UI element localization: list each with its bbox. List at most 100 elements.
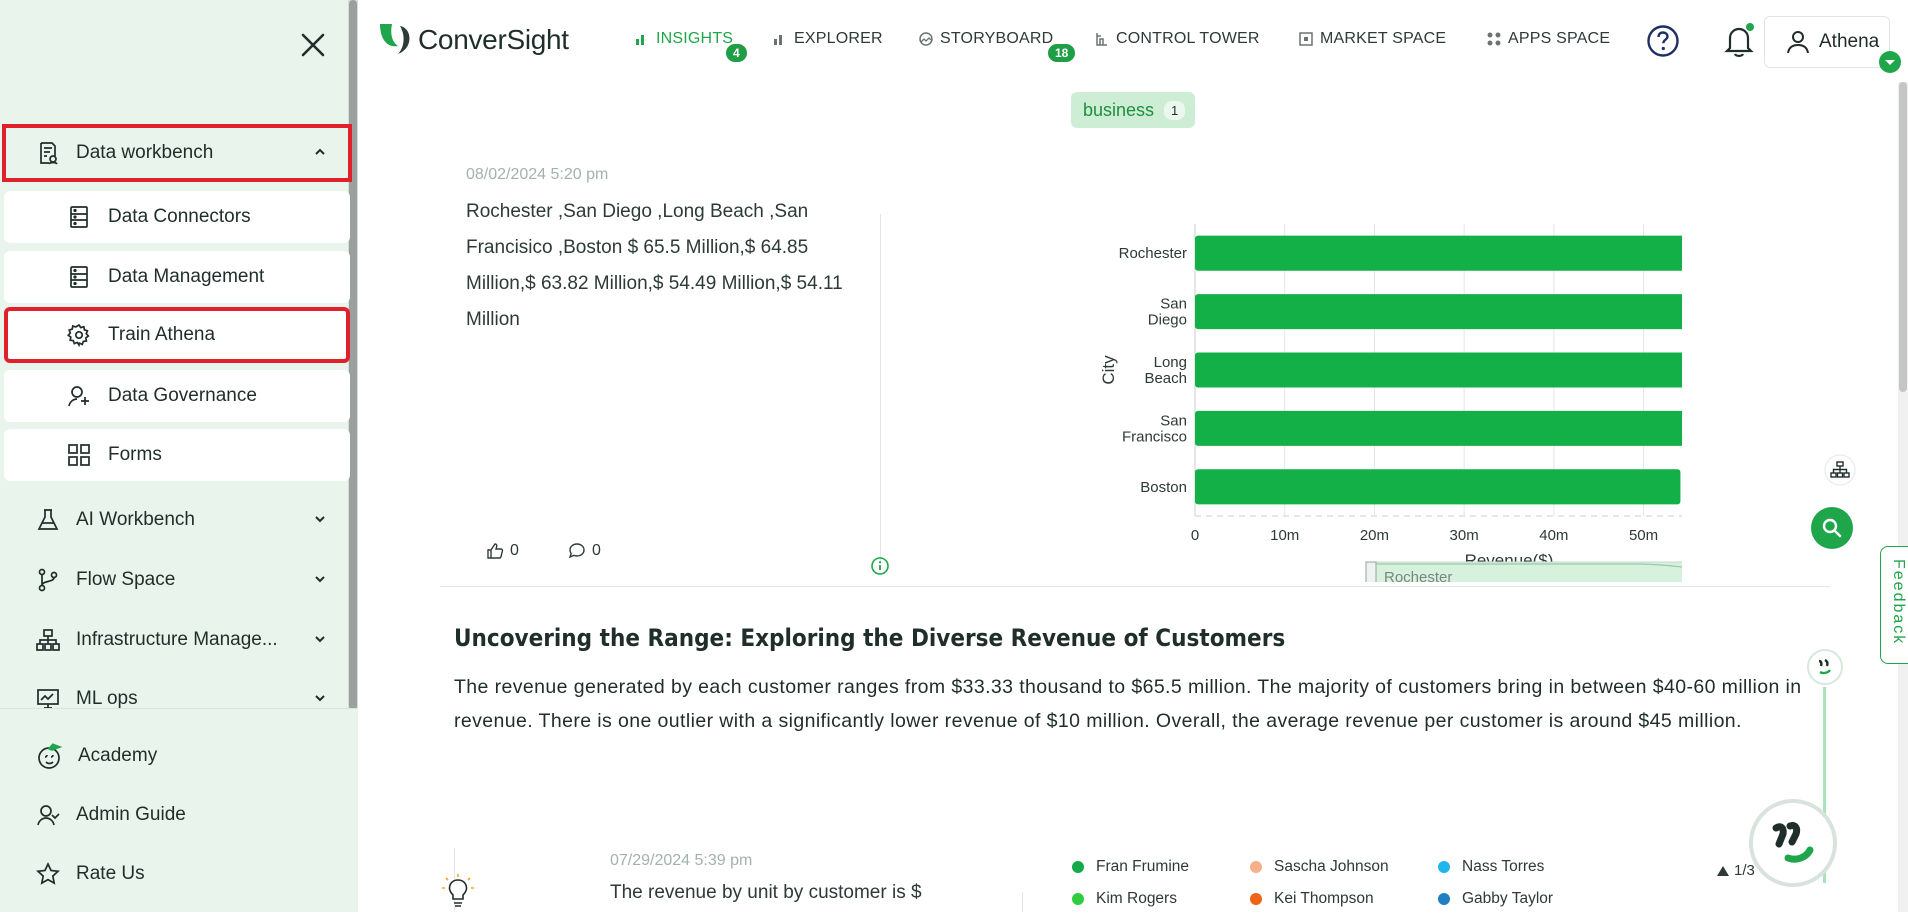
sidebar-subitem-forms[interactable]: Forms	[4, 429, 350, 481]
sidebar-item-label: Admin Guide	[76, 804, 186, 825]
tab-insights[interactable]: INSIGHTS	[634, 30, 733, 48]
legend-label: Sascha Johnson	[1274, 858, 1389, 875]
sidebar-item-label: Flow Space	[76, 569, 176, 590]
sidebar-item-flow-space[interactable]: Flow Space	[2, 551, 352, 609]
sidebar-scrollbar[interactable]	[348, 0, 358, 912]
y-tick-label: San	[1160, 296, 1187, 313]
user-icon	[1787, 31, 1809, 54]
sidebar-item-rate-us[interactable]: Rate Us	[2, 845, 352, 903]
revenue-by-city-chart: 010m20m30m40m50m60m70mRochesterSanDiegoL…	[1099, 224, 1682, 582]
tab-label: APPS SPACE	[1508, 30, 1611, 47]
assistant-mini-icon[interactable]	[1805, 647, 1845, 687]
lightbulb-icon	[442, 874, 474, 907]
gear-icon	[66, 322, 92, 348]
insight-timestamp: 07/29/2024 5:39 pm	[610, 852, 753, 869]
legend-swatch	[1072, 893, 1084, 905]
sidebar-item-admin-guide[interactable]: Admin Guide	[2, 786, 352, 844]
sidebar-item-academy[interactable]: Academy	[4, 727, 354, 785]
filter-chip-business[interactable]: business 1	[1071, 92, 1196, 128]
like-button[interactable]: 0	[486, 542, 519, 560]
help-icon[interactable]	[1646, 24, 1680, 58]
tab-label: INSIGHTS	[656, 30, 734, 47]
legend-label: Kei Thompson	[1274, 890, 1374, 907]
legend-swatch	[1250, 893, 1262, 905]
hierarchy-view-icon[interactable]	[1824, 454, 1856, 486]
bar[interactable]	[1195, 235, 1682, 271]
thumbs-up-icon	[487, 543, 504, 559]
sidebar-subitem-data-management[interactable]: Data Management	[4, 251, 350, 303]
sidebar-item-ml-ops[interactable]: ML ops	[2, 670, 352, 728]
tab-storyboard[interactable]: STORYBOARD	[918, 30, 1053, 48]
insight-timestamp: 08/02/2024 5:20 pm	[466, 166, 609, 183]
chevron-down-icon	[315, 695, 325, 702]
sidebar-item-infrastructure[interactable]: Infrastructure Manage...	[2, 611, 352, 669]
slider-handle-left[interactable]	[1365, 561, 1377, 582]
x-tick-label: 50m	[1629, 527, 1658, 544]
tab-explorer[interactable]: EXPLORER	[772, 30, 883, 48]
apps-grid-icon	[1487, 32, 1501, 46]
storyboard-icon	[919, 32, 933, 46]
legend-label: Kim Rogers	[1096, 890, 1177, 907]
sidebar-subitem-label: Data Governance	[108, 385, 257, 406]
sidebar-scroll-thumb[interactable]	[349, 0, 357, 710]
sidebar-subitem-data-connectors[interactable]: Data Connectors	[4, 191, 350, 243]
main-scroll-thumb[interactable]	[1899, 82, 1907, 392]
bar[interactable]	[1195, 294, 1682, 330]
insights-count-badge: 4	[726, 44, 747, 62]
assistant-chat-icon[interactable]	[1748, 798, 1838, 888]
sidebar-subitem-label: Forms	[108, 444, 162, 465]
insights-feed: business 1 08/02/2024 5:20 pm Rochester …	[362, 82, 1908, 912]
comment-button[interactable]: 0	[568, 542, 601, 560]
sidebar-footer: Academy Admin Guide Rate Us	[0, 708, 358, 912]
sidebar-item-ai-workbench[interactable]: AI Workbench	[2, 491, 352, 549]
brand-logo[interactable]: ConverSight	[376, 20, 569, 60]
database-icon	[66, 264, 92, 290]
brand-name: ConverSight	[418, 24, 569, 55]
explorer-icon	[774, 35, 782, 45]
tab-market-space[interactable]: MARKET SPACE	[1298, 30, 1446, 48]
legend-item[interactable]: Kei Thompson	[1250, 890, 1374, 908]
chevron-down-icon	[315, 636, 325, 643]
article-body: The revenue generated by each customer r…	[454, 676, 1802, 732]
academy-icon	[36, 742, 64, 770]
bar[interactable]	[1195, 469, 1681, 505]
bar[interactable]	[1195, 410, 1682, 446]
legend-item[interactable]: Kim Rogers	[1072, 890, 1177, 908]
sidebar-subitem-train-athena[interactable]: Train Athena	[4, 307, 350, 363]
tab-label: MARKET SPACE	[1320, 30, 1447, 47]
legend-pager[interactable]: 1/3	[1716, 862, 1755, 879]
feedback-tab[interactable]: Feedback	[1880, 546, 1908, 664]
legend-swatch	[1438, 893, 1450, 905]
bar[interactable]	[1195, 352, 1682, 388]
y-tick-label: Francisco	[1122, 428, 1187, 445]
legend-item[interactable]: Sascha Johnson	[1250, 858, 1389, 876]
legend-item[interactable]: Fran Frumine	[1072, 858, 1189, 876]
range-slider[interactable]: RochesterBoston	[1365, 561, 1682, 582]
legend-swatch	[1072, 861, 1084, 873]
sidebar-item-label: ML ops	[76, 688, 138, 709]
legend-label: Gabby Taylor	[1462, 890, 1554, 907]
sidebar-item-label: Rate Us	[76, 863, 145, 884]
tab-control-tower[interactable]: CONTROL TOWER	[1094, 30, 1260, 48]
x-tick-label: 10m	[1270, 527, 1299, 544]
legend-item[interactable]: Gabby Taylor	[1438, 890, 1553, 908]
legend-item[interactable]: Nass Torres	[1438, 858, 1544, 876]
sidebar-item-data-workbench[interactable]: Data workbench	[2, 124, 352, 182]
main-scrollbar[interactable]	[1898, 82, 1908, 912]
info-icon[interactable]	[870, 556, 890, 576]
sidebar-subitem-label: Train Athena	[108, 324, 216, 345]
notification-bell-icon[interactable]	[1722, 22, 1756, 60]
user-dropdown-icon[interactable]	[1878, 50, 1902, 74]
insight-summary: Rochester ,San Diego ,Long Beach ,San Fr…	[466, 201, 843, 330]
filter-chip-count: 1	[1164, 100, 1186, 120]
tower-icon	[1096, 33, 1107, 46]
sidebar-subitem-data-governance[interactable]: Data Governance	[4, 370, 350, 422]
close-icon[interactable]	[298, 30, 328, 60]
user-menu[interactable]: Athena	[1764, 16, 1890, 68]
x-tick-label: 30m	[1450, 527, 1479, 544]
tab-apps-space[interactable]: APPS SPACE	[1486, 30, 1610, 48]
legend-label: Fran Frumine	[1096, 858, 1190, 875]
article-title: Uncovering the Range: Exploring the Dive…	[454, 624, 1286, 652]
search-icon[interactable]	[1810, 506, 1854, 550]
chevron-down-icon	[315, 576, 325, 583]
